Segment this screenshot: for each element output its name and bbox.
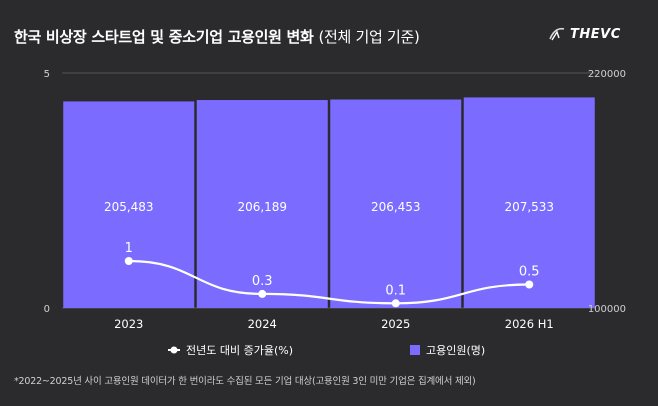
line-point	[258, 289, 267, 298]
legend-layer: 전년도 대비 증가율(%) 고용인원(명)	[168, 344, 485, 357]
x-tick-label: 2024	[248, 317, 277, 331]
chart-title: 한국 비상장 스타트업 및 중소기업 고용인원 변화 (전체 기업 기준)	[14, 26, 420, 47]
x-tick-label: 2025	[381, 317, 410, 331]
label-layer: 205,483 206,189 206,453 207,533 1 0.3 0.1 0.5	[104, 200, 554, 298]
legend-label-employees: 고용인원(명)	[426, 344, 485, 357]
bar-value-label: 207,533	[504, 200, 554, 214]
line-point	[124, 257, 133, 265]
x-tick-label: 2026 H1	[505, 317, 554, 331]
right-axis-tick-label: 220000	[588, 69, 626, 80]
series-line-growth-rate	[128, 259, 530, 305]
line-value-label: 0.5	[519, 265, 540, 280]
line-value-label: 0.1	[385, 283, 406, 298]
bar	[463, 97, 595, 308]
bar	[196, 100, 328, 308]
bar-layer	[63, 97, 595, 308]
axis-layer: 2023 2024 2025 2026 H1 0 5 100000 220000	[44, 69, 626, 331]
x-tick-label: 2023	[114, 317, 143, 331]
bar	[330, 99, 462, 308]
line-value-label: 0.3	[252, 274, 273, 289]
logo-text: THEVC	[570, 26, 621, 42]
bar	[63, 101, 195, 308]
right-axis-tick-label: 100000	[588, 304, 626, 315]
logo-swoosh-icon	[549, 27, 565, 41]
bar-value-label: 206,189	[237, 200, 287, 214]
legend-bar-swatch	[410, 345, 420, 355]
left-axis-tick-label: 0	[44, 304, 50, 315]
legend-label-growth-rate: 전년도 대비 증가율(%)	[186, 344, 293, 357]
line-point	[391, 299, 400, 308]
left-axis-tick-label: 5	[44, 69, 50, 80]
line-point	[525, 280, 534, 289]
legend-point-marker	[170, 346, 178, 354]
line-value-label: 1	[125, 241, 133, 256]
chart-subtitle: (전체 기업 기준)	[318, 28, 420, 46]
bar-value-label: 206,453	[371, 200, 421, 214]
chart-title-main: 한국 비상장 스타트업 및 중소기업 고용인원 변화	[14, 28, 314, 46]
line-layer	[124, 257, 534, 308]
thevc-logo: THEVC	[548, 26, 621, 42]
bar-value-label: 205,483	[104, 200, 154, 214]
footnote: *2022~2025년 사이 고용인원 데이터가 한 번이라도 수집된 모든 기…	[14, 376, 476, 387]
